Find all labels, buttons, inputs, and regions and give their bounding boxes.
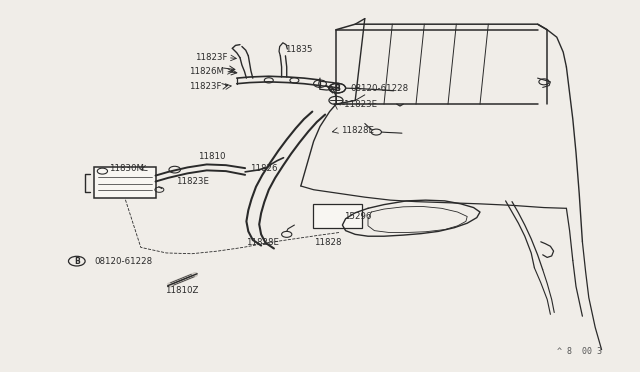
FancyBboxPatch shape	[94, 167, 156, 198]
Text: 11828E: 11828E	[246, 238, 280, 247]
Text: 11826: 11826	[250, 164, 277, 173]
Text: 11810Z: 11810Z	[165, 286, 198, 295]
Text: 11826M: 11826M	[189, 67, 224, 76]
Text: 08120-61228: 08120-61228	[95, 257, 153, 266]
Text: 11823F: 11823F	[189, 82, 221, 91]
Text: B: B	[74, 257, 79, 266]
Text: ^ 8  00 3: ^ 8 00 3	[557, 347, 602, 356]
Text: 08120-61228: 08120-61228	[351, 84, 409, 93]
Text: B: B	[335, 84, 340, 93]
Text: 11828: 11828	[314, 238, 341, 247]
Text: -11823E: -11823E	[341, 100, 377, 109]
Text: 11823E: 11823E	[176, 177, 209, 186]
Text: B: B	[335, 84, 340, 93]
Text: 11828E: 11828E	[341, 126, 374, 135]
FancyBboxPatch shape	[313, 204, 362, 228]
Text: 15296: 15296	[344, 212, 372, 221]
Text: 11810: 11810	[198, 153, 226, 161]
Text: 11823F: 11823F	[195, 53, 228, 62]
Text: 11835: 11835	[285, 45, 312, 54]
Text: 11830M: 11830M	[109, 164, 144, 173]
